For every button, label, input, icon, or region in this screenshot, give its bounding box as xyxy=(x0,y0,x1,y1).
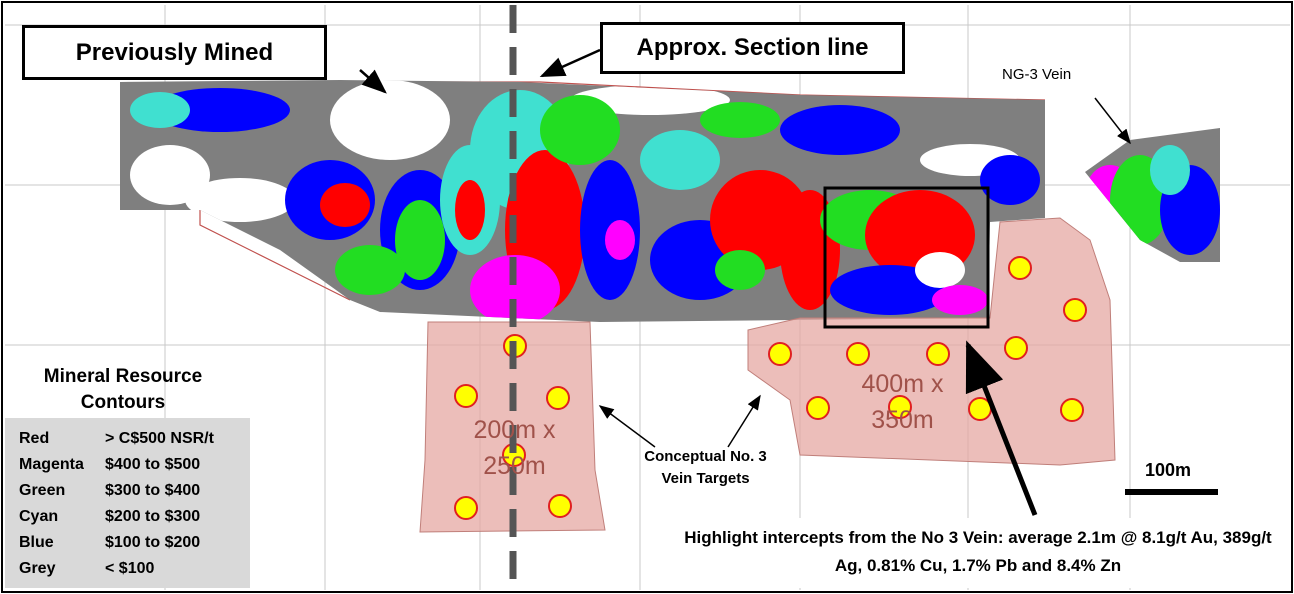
legend-name: Blue xyxy=(19,534,54,551)
legend-title: Mineral Resource Contours xyxy=(43,366,203,413)
legend: Red > C$500 NSR/t Magenta $400 to $500 Green… xyxy=(5,418,250,588)
callout: Approx. Section line xyxy=(600,22,905,74)
legend-name: Cyan xyxy=(19,508,59,525)
arrows xyxy=(359,48,1131,516)
highlight-box xyxy=(823,186,990,329)
legend-range: < $100 xyxy=(105,560,155,577)
drill-targets xyxy=(454,256,1087,520)
mined-outline xyxy=(199,210,351,301)
legend-range: $300 to $400 xyxy=(105,482,201,499)
legend-range: $200 to $300 xyxy=(105,508,201,525)
callout: Previously Mined xyxy=(22,25,327,80)
legend-name: Grey xyxy=(19,560,56,577)
target-size: 200m x 250m xyxy=(473,416,556,480)
legend-name: Magenta xyxy=(19,456,84,473)
resource-contours xyxy=(120,80,1220,322)
scale-label: 100m xyxy=(1145,460,1192,480)
legend-name: Green xyxy=(19,482,66,499)
targets-label: Conceptual No. 3 Vein Targets xyxy=(644,448,767,487)
highlight-text: Highlight intercepts from the No 3 Vein:… xyxy=(672,518,1284,588)
legend-range: $100 to $200 xyxy=(105,534,201,551)
legend-range: $400 to $500 xyxy=(105,456,201,473)
target-size: 400m x 350m xyxy=(861,370,944,434)
vein-label: NG-3 Vein xyxy=(1002,66,1072,83)
legend-name: Red xyxy=(19,430,50,447)
target-area xyxy=(747,217,1116,466)
legend-range: > C$500 NSR/t xyxy=(105,430,214,447)
